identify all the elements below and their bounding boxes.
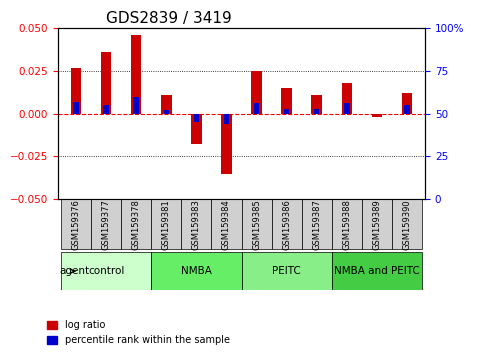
Text: NMBA: NMBA [181,266,212,276]
Text: control: control [88,266,124,276]
FancyBboxPatch shape [362,199,392,249]
Text: GSM159388: GSM159388 [342,199,351,250]
Bar [312,95,322,114]
FancyBboxPatch shape [61,199,91,249]
Text: NMBA and PEITC: NMBA and PEITC [334,266,420,276]
Text: GSM159390: GSM159390 [402,199,412,250]
FancyBboxPatch shape [332,199,362,249]
Bar [404,105,410,114]
Bar [164,110,169,114]
FancyBboxPatch shape [212,199,242,249]
Text: GDS2839 / 3419: GDS2839 / 3419 [106,11,232,25]
Bar [254,103,259,114]
Text: GSM159381: GSM159381 [162,199,171,250]
Bar [161,95,171,114]
Bar [341,83,352,114]
Bar [344,103,350,114]
Text: GSM159385: GSM159385 [252,199,261,250]
Legend: log ratio, percentile rank within the sample: log ratio, percentile rank within the sa… [43,316,234,349]
Text: GSM159383: GSM159383 [192,199,201,250]
Bar [71,68,81,114]
Bar [371,114,382,117]
Bar [251,71,262,114]
Bar [101,52,112,114]
Bar [284,109,289,114]
Bar [131,35,142,114]
Text: GSM159384: GSM159384 [222,199,231,250]
Bar [224,114,229,124]
FancyBboxPatch shape [121,199,151,249]
Text: agent: agent [59,266,89,276]
Text: GSM159378: GSM159378 [132,199,141,250]
Bar [73,102,79,114]
Bar [194,114,199,122]
FancyBboxPatch shape [271,199,302,249]
FancyBboxPatch shape [151,199,181,249]
Text: GSM159387: GSM159387 [312,199,321,250]
FancyBboxPatch shape [181,199,212,249]
Text: GSM159389: GSM159389 [372,199,382,250]
Text: GSM159377: GSM159377 [101,199,111,250]
FancyBboxPatch shape [332,252,422,290]
FancyBboxPatch shape [242,199,271,249]
Bar [133,97,139,114]
Text: GSM159386: GSM159386 [282,199,291,250]
Bar [221,114,232,173]
FancyBboxPatch shape [61,252,151,290]
FancyBboxPatch shape [151,252,242,290]
Bar [191,114,201,144]
Text: GSM159376: GSM159376 [71,199,81,250]
Bar [402,93,412,114]
FancyBboxPatch shape [242,252,332,290]
Bar [314,109,319,114]
Bar [103,105,109,114]
FancyBboxPatch shape [392,199,422,249]
Bar [282,88,292,114]
FancyBboxPatch shape [302,199,332,249]
FancyBboxPatch shape [91,199,121,249]
Text: PEITC: PEITC [272,266,301,276]
